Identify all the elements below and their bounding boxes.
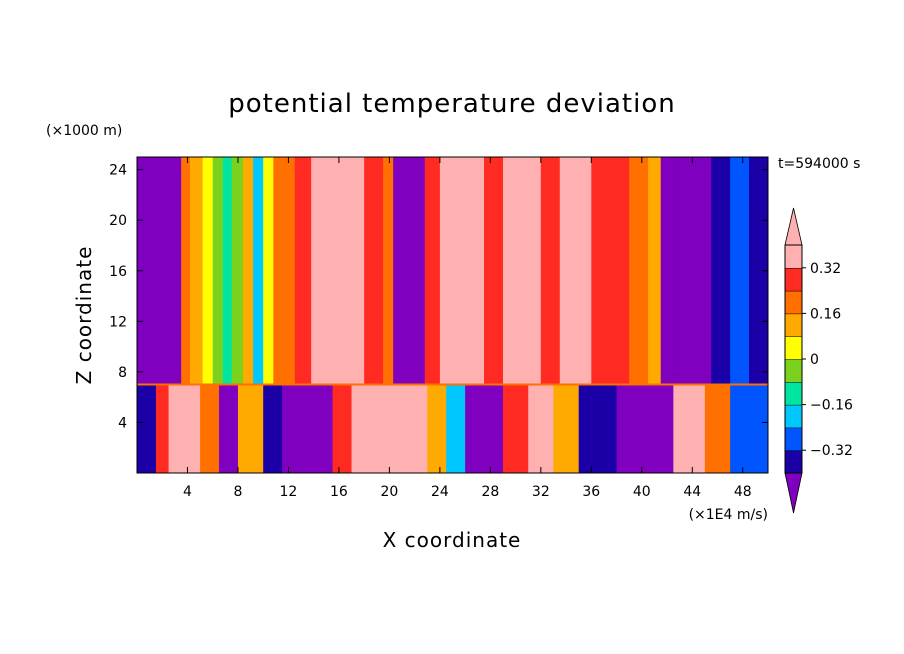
x-tick-label: 48 bbox=[734, 484, 752, 500]
contour-band-upper bbox=[660, 157, 678, 385]
contour-band-upper bbox=[730, 157, 750, 385]
contour-band-lower bbox=[200, 384, 220, 473]
plot-area bbox=[136, 156, 769, 474]
contour-band-upper bbox=[181, 157, 191, 385]
time-label: t=594000 s bbox=[778, 156, 860, 172]
x-tick-label: 24 bbox=[431, 484, 449, 500]
x-axis-label: X coordinate bbox=[383, 528, 522, 552]
contour-band-lower bbox=[427, 384, 447, 473]
chart-title: potential temperature deviation bbox=[228, 89, 675, 119]
x-tick-label: 32 bbox=[532, 484, 550, 500]
contour-band-upper bbox=[263, 157, 274, 385]
colorbar-tick-label: 0.32 bbox=[810, 261, 841, 277]
contour-band-lower bbox=[528, 384, 554, 473]
colorbar-band bbox=[784, 335, 803, 360]
colorbar-upper-arrow bbox=[784, 207, 803, 246]
contour-band-upper bbox=[502, 157, 542, 385]
x-axis: 4 8 12 16 20 24 28 32 36 40 44 48 bbox=[183, 157, 752, 500]
contour-band-lower bbox=[704, 384, 731, 473]
contour-band-upper bbox=[591, 157, 630, 385]
y-tick-label: 24 bbox=[109, 163, 127, 179]
contour-band-upper bbox=[273, 157, 296, 385]
contour-band-lower bbox=[351, 384, 409, 473]
y-tick-label: 12 bbox=[109, 314, 127, 330]
colorbar-band bbox=[784, 290, 803, 315]
x-tick-label: 8 bbox=[233, 484, 242, 500]
x-tick-label: 40 bbox=[633, 484, 651, 500]
x-tick-label: 44 bbox=[683, 484, 701, 500]
contour-band-lower bbox=[332, 384, 353, 473]
contour-band-upper bbox=[648, 157, 662, 385]
contour-band-lower bbox=[137, 384, 157, 473]
y-tick-label: 8 bbox=[118, 365, 127, 381]
y-axis: 4 8 12 16 20 24 bbox=[109, 163, 768, 431]
x-tick-label: 28 bbox=[481, 484, 499, 500]
contour-band-upper bbox=[212, 157, 224, 385]
colorbar-tick-label: 0.16 bbox=[810, 306, 841, 322]
colorbar-band bbox=[784, 313, 803, 337]
contour-band-upper bbox=[677, 157, 712, 385]
x-tick-label: 16 bbox=[330, 484, 348, 500]
colorbar-lower-arrow bbox=[784, 472, 803, 514]
colorbar-band bbox=[784, 244, 803, 269]
contour-band-lower bbox=[446, 384, 466, 473]
contour-band-upper bbox=[202, 157, 214, 385]
contour-band-upper bbox=[294, 157, 312, 385]
contour-band-upper bbox=[222, 157, 233, 385]
contour-band-lower bbox=[502, 384, 529, 473]
contour-band-lower bbox=[465, 384, 504, 473]
y-unit-label: (×1000 m) bbox=[46, 123, 122, 139]
contour-band-upper bbox=[243, 157, 254, 385]
colorbar-band bbox=[784, 449, 803, 474]
contour-band-upper bbox=[749, 157, 769, 385]
x-tick-label: 36 bbox=[582, 484, 600, 500]
contour-band-upper bbox=[231, 157, 244, 385]
y-axis-label: Z coordinate bbox=[72, 246, 96, 385]
colorbar-tick-label: 0 bbox=[810, 352, 819, 368]
contour-band-lower bbox=[408, 384, 428, 473]
y-tick-label: 4 bbox=[118, 415, 127, 431]
contour-band-upper bbox=[311, 157, 365, 385]
plot-frame bbox=[136, 156, 769, 474]
contour-band-lower bbox=[282, 384, 334, 473]
contour-band-upper bbox=[439, 157, 485, 385]
colorbar-band bbox=[784, 267, 803, 292]
contour-band-upper bbox=[364, 157, 384, 385]
colorbar-tick-label: −0.32 bbox=[810, 443, 853, 459]
contour-band-upper bbox=[190, 157, 204, 385]
contour-band-upper bbox=[424, 157, 441, 385]
contour-band-lower bbox=[673, 384, 706, 473]
contour-band-upper bbox=[559, 157, 592, 385]
contour-band-upper bbox=[629, 157, 649, 385]
contour-band-lower bbox=[553, 384, 580, 473]
contour-band-upper bbox=[484, 157, 504, 385]
colorbar-band bbox=[784, 381, 803, 406]
x-tick-label: 20 bbox=[380, 484, 398, 500]
contour-band-upper bbox=[711, 157, 731, 385]
contour-band-upper bbox=[393, 157, 426, 385]
colorbar-band bbox=[784, 404, 803, 429]
contour-band-lower bbox=[263, 384, 283, 473]
contour-band-lower bbox=[155, 384, 170, 473]
x-unit-label: (×1E4 m/s) bbox=[689, 507, 768, 523]
y-tick-label: 20 bbox=[109, 213, 127, 229]
contour-band-lower bbox=[730, 384, 769, 473]
contour-band-lower bbox=[237, 384, 264, 473]
contour-band-lower bbox=[578, 384, 618, 473]
contour-band-lower bbox=[616, 384, 674, 473]
y-tick-label: 16 bbox=[109, 264, 127, 280]
colorbar-tick-label: −0.16 bbox=[810, 398, 853, 414]
contour-band-lower bbox=[219, 384, 239, 473]
colorbar-band bbox=[784, 358, 803, 383]
contour-band-upper bbox=[253, 157, 264, 385]
colorbar-band bbox=[784, 427, 803, 451]
x-tick-label: 4 bbox=[183, 484, 192, 500]
colorbar: −0.32 −0.16 0 0.16 0.32 bbox=[784, 207, 853, 514]
x-tick-label: 12 bbox=[280, 484, 298, 500]
contour-band-lower bbox=[168, 384, 201, 473]
contour-band-upper bbox=[540, 157, 561, 385]
contour-band-upper bbox=[137, 157, 182, 385]
contour-band-upper bbox=[383, 157, 394, 385]
